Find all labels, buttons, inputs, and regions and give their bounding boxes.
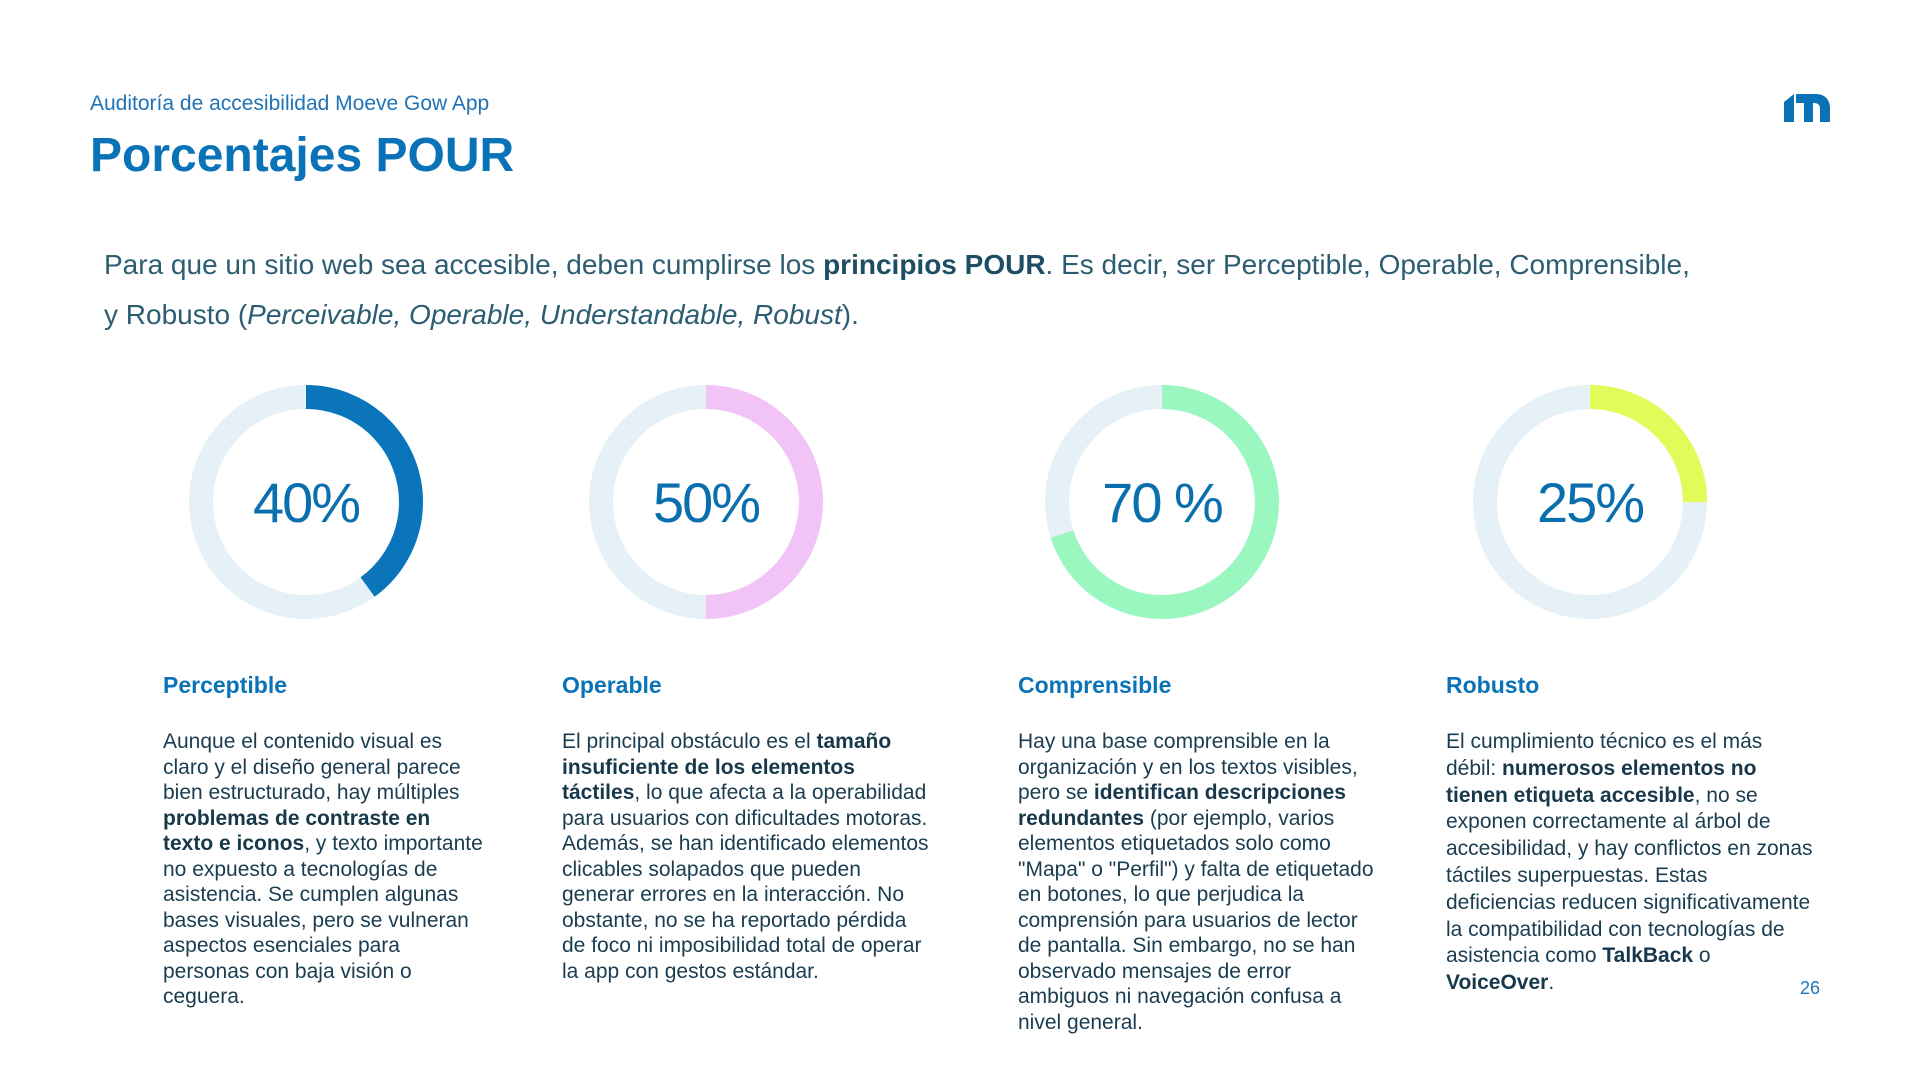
percentage-label: 25%	[1536, 470, 1645, 534]
column-comprensible: Comprensible Hay una base comprensible e…	[1018, 672, 1378, 1035]
column-robusto: Robusto El cumplimiento técnico es el má…	[1446, 672, 1816, 997]
donut-comprensible: 70 %	[1042, 382, 1282, 622]
donut-robusto: 25%	[1470, 382, 1710, 622]
column-body: Hay una base comprensible en la organiza…	[1018, 730, 1374, 1034]
moeve-logo-icon	[1784, 94, 1830, 122]
column-heading: Operable	[562, 672, 662, 698]
percentage-label: 50%	[652, 470, 761, 534]
donut-arc	[1473, 385, 1707, 619]
column-heading: Robusto	[1446, 672, 1540, 698]
page-number: 26	[1800, 978, 1821, 998]
percentage-label: 70 %	[1102, 470, 1224, 534]
column-body: El cumplimiento técnico es el más débil:…	[1446, 730, 1813, 995]
donut-operable: 50%	[586, 382, 826, 622]
column-operable: Operable El principal obstáculo es el ta…	[562, 672, 932, 984]
column-body: Aunque el contenido visual es claro y el…	[163, 730, 483, 1008]
donut-arc	[189, 385, 423, 619]
column-body: El principal obstáculo es el tamaño insu…	[562, 730, 929, 983]
donut-arc	[1045, 385, 1279, 619]
slide-title: Porcentajes POUR	[90, 129, 515, 182]
column-heading: Perceptible	[163, 672, 287, 698]
presentation-subtitle: Auditoría de accesibilidad Moeve Gow App	[90, 92, 490, 115]
donut-arc	[589, 385, 823, 619]
donut-perceptible: 40%	[186, 382, 426, 622]
percentage-label: 40%	[252, 470, 361, 534]
column-heading: Comprensible	[1018, 672, 1172, 698]
intro-paragraph: Para que un sitio web sea accesible, deb…	[104, 249, 1690, 330]
column-perceptible: Perceptible Aunque el contenido visual e…	[163, 672, 483, 1010]
